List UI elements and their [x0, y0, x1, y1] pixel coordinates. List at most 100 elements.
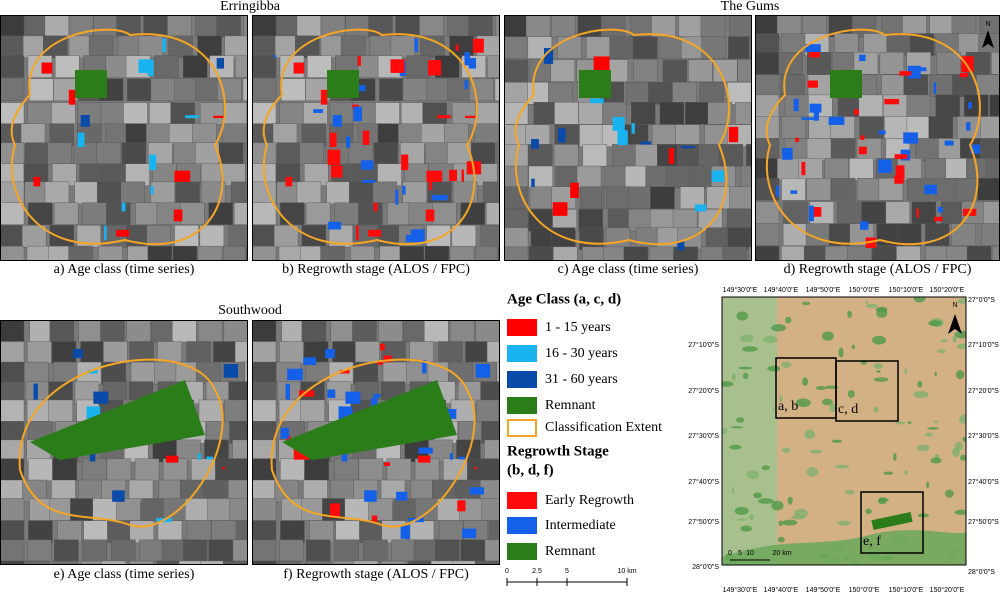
map-border: [721, 296, 967, 566]
field: [195, 15, 220, 38]
field: [933, 178, 958, 201]
site-box: [860, 491, 924, 554]
field: [438, 520, 464, 543]
field: [172, 245, 198, 261]
legend-title: (b, d, f): [507, 462, 554, 478]
map-panel: [0, 320, 248, 565]
vegetation-patch: [782, 147, 793, 160]
vegetation-patch: [961, 56, 974, 73]
field: [29, 78, 54, 101]
vegetation: [873, 362, 884, 370]
vegetation-patch: [116, 229, 130, 237]
legend-title: Regrowth Stage: [507, 443, 609, 459]
longitude-label: 149°40'0"E: [764, 286, 799, 294]
field: [49, 225, 75, 248]
field: [172, 320, 197, 343]
field: [609, 36, 634, 59]
vegetation: [736, 518, 748, 521]
field: [252, 341, 277, 364]
vegetation: [904, 368, 908, 375]
field: [0, 202, 25, 225]
field: [673, 246, 699, 261]
field: [735, 102, 752, 125]
legend-swatch: [507, 371, 537, 388]
field: [199, 225, 225, 248]
field: [403, 320, 428, 343]
field: [279, 539, 304, 563]
field: [648, 82, 673, 105]
vegetation-patch: [807, 80, 818, 88]
field: [348, 181, 374, 205]
vegetation: [730, 426, 744, 429]
vegetation-patch: [860, 221, 869, 230]
field: [178, 560, 204, 565]
legend-swatch: [507, 345, 537, 362]
vegetation: [883, 471, 894, 475]
vegetation: [913, 390, 929, 399]
field: [243, 15, 248, 38]
vegetation-patch: [813, 108, 819, 121]
scale-label: 2.5: [532, 568, 542, 575]
vegetation: [930, 457, 942, 464]
field: [659, 102, 685, 125]
field: [174, 78, 199, 101]
vegetation-patch: [944, 140, 954, 146]
field: [252, 245, 277, 261]
scale-label: 5: [565, 568, 569, 575]
field: [504, 227, 529, 250]
field: [252, 55, 277, 78]
field: [236, 520, 248, 543]
vegetation-patch: [327, 389, 336, 398]
longitude-label: 149°30'0"E: [723, 286, 758, 294]
vegetation: [962, 436, 966, 442]
legend-label: Remnant: [545, 544, 596, 559]
vegetation: [736, 417, 745, 423]
field: [553, 246, 578, 261]
vegetation-patch: [933, 82, 937, 94]
field: [401, 102, 426, 125]
vegetation-patch: [428, 60, 442, 76]
vegetation-patch: [465, 115, 477, 119]
vegetation-patch: [364, 490, 377, 502]
field: [0, 498, 25, 521]
field: [406, 55, 431, 78]
vegetation-patch: [184, 115, 200, 119]
field: [706, 186, 731, 209]
legend-swatch: [507, 319, 537, 336]
field: [645, 165, 670, 189]
field: [748, 36, 752, 59]
field: [103, 341, 128, 364]
field: [139, 539, 164, 563]
vegetation-patch: [206, 456, 213, 460]
field: [980, 138, 1000, 161]
vegetation-patch: [285, 176, 293, 187]
field: [0, 225, 25, 248]
field: [688, 59, 713, 82]
field: [28, 458, 53, 481]
vegetation-patch: [377, 361, 383, 365]
field: [727, 82, 752, 105]
field: [305, 361, 330, 385]
field: [480, 225, 500, 248]
field: [224, 35, 248, 59]
vegetation-patch: [293, 62, 305, 74]
longitude-label: 149°50'0"E: [806, 286, 841, 294]
field: [554, 102, 579, 125]
vegetation-patch: [418, 447, 433, 454]
vegetation-patch: [436, 115, 452, 119]
legend-label: 16 - 30 years: [545, 346, 618, 361]
field: [701, 36, 726, 59]
panel-caption: f) Regrowth stage (ALOS / FPC): [283, 567, 469, 582]
field: [755, 178, 780, 201]
vegetation-patch: [449, 169, 458, 182]
vegetation-patch: [853, 109, 860, 115]
latitude-label: 27°30'0"S: [688, 432, 719, 440]
vegetation-patch: [68, 89, 76, 105]
field: [169, 123, 194, 146]
field: [129, 520, 154, 543]
field: [443, 458, 468, 481]
field: [141, 498, 166, 521]
field: [170, 102, 195, 125]
vegetation-patch: [809, 103, 822, 113]
field: [191, 458, 216, 481]
